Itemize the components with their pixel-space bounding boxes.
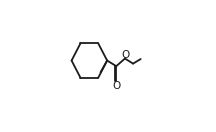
- Text: O: O: [121, 50, 129, 60]
- Text: O: O: [112, 81, 120, 91]
